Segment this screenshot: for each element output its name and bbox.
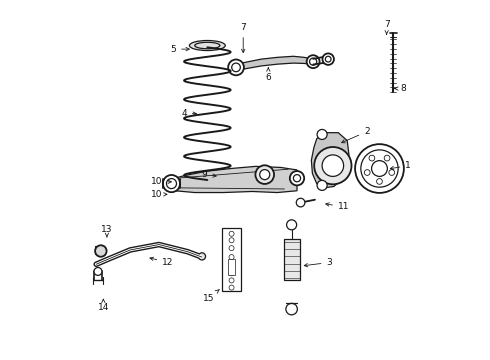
Circle shape [322,155,343,176]
Circle shape [287,220,296,230]
Text: 14: 14 [98,299,109,312]
Text: 15: 15 [203,290,219,303]
Polygon shape [311,133,349,188]
Circle shape [371,161,388,176]
Text: 13: 13 [101,225,113,237]
Text: 4: 4 [181,109,196,118]
Circle shape [290,171,304,185]
Text: 8: 8 [394,84,406,93]
Circle shape [317,180,327,190]
Circle shape [229,246,234,251]
Text: 9: 9 [201,170,216,179]
Circle shape [322,53,334,65]
Circle shape [229,238,234,243]
Text: 10: 10 [151,177,172,186]
Circle shape [307,55,319,68]
Circle shape [369,155,375,161]
Circle shape [229,265,234,270]
Circle shape [294,175,300,182]
Circle shape [229,271,234,276]
Text: 10: 10 [151,190,167,199]
Circle shape [389,170,394,175]
Circle shape [229,278,234,283]
Circle shape [232,63,240,72]
Circle shape [255,165,274,184]
Circle shape [325,56,331,62]
Circle shape [317,130,327,139]
Text: 1: 1 [391,161,411,170]
Circle shape [163,175,180,192]
Circle shape [260,170,270,180]
Circle shape [198,253,205,260]
Text: 3: 3 [304,258,332,267]
Circle shape [229,285,234,290]
Text: 7: 7 [384,19,390,34]
Text: 12: 12 [150,257,173,267]
Text: 5: 5 [171,45,189,54]
Ellipse shape [190,41,225,50]
Circle shape [296,198,305,207]
Circle shape [95,245,107,257]
Circle shape [355,144,404,193]
Polygon shape [236,56,313,71]
Text: 2: 2 [342,127,370,143]
Circle shape [94,267,102,275]
Circle shape [377,179,382,184]
Ellipse shape [195,42,220,49]
Ellipse shape [190,180,224,189]
Circle shape [365,170,370,175]
Circle shape [229,231,234,236]
Bar [221,228,242,291]
Circle shape [361,150,398,187]
Circle shape [167,179,176,189]
Circle shape [229,255,234,260]
Bar [228,259,235,275]
Text: 11: 11 [326,202,349,211]
Bar [284,239,299,280]
Polygon shape [168,166,297,193]
Circle shape [314,147,351,184]
Circle shape [310,58,317,65]
Circle shape [286,303,297,315]
Text: 7: 7 [240,23,246,53]
Circle shape [384,155,390,161]
Text: 6: 6 [266,68,271,82]
Circle shape [228,59,244,75]
